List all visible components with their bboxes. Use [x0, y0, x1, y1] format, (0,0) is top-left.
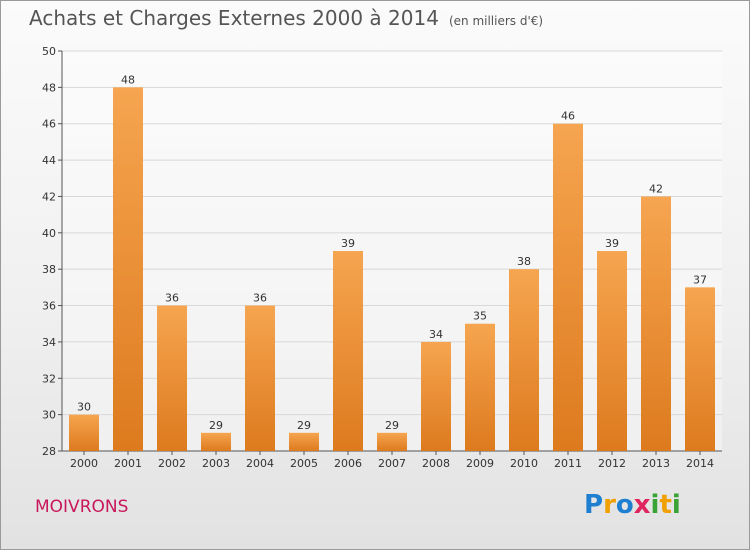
bar-value-label: 36: [253, 292, 267, 305]
x-tick-label: 2002: [158, 457, 186, 470]
bar: [377, 432, 407, 451]
bar: [113, 87, 143, 451]
title-block: Achats et Charges Externes 2000 à 2014 (e…: [29, 6, 543, 30]
x-tick-label: 2014: [686, 457, 714, 470]
bar: [157, 305, 187, 451]
y-tick-label: 28: [42, 445, 56, 458]
bar: [201, 432, 231, 451]
logo-letter: o: [615, 490, 634, 520]
x-tick-label: 2007: [378, 457, 406, 470]
x-tick-label: 2003: [202, 457, 230, 470]
y-tick-label: 46: [42, 118, 56, 131]
bar: [69, 414, 99, 451]
bar-value-label: 38: [517, 255, 531, 268]
y-tick-label: 36: [42, 300, 56, 313]
bar-value-label: 48: [121, 73, 135, 86]
bar: [685, 287, 715, 451]
bar: [333, 251, 363, 451]
bar-value-label: 46: [561, 110, 575, 123]
x-tick-label: 2008: [422, 457, 450, 470]
y-tick-label: 34: [42, 336, 56, 349]
proxiti-logo[interactable]: Proxiti: [584, 490, 681, 520]
y-tick-label: 50: [42, 45, 56, 58]
x-tick-label: 2012: [598, 457, 626, 470]
logo-letter: t: [659, 490, 672, 520]
bar: [289, 432, 319, 451]
logo-letter: r: [603, 490, 616, 520]
y-tick-label: 40: [42, 227, 56, 240]
bar-value-label: 30: [77, 401, 91, 414]
y-tick-label: 42: [42, 190, 56, 203]
commune-name: MOIVRONS: [35, 497, 129, 517]
x-tick-label: 2001: [114, 457, 142, 470]
bar: [421, 341, 451, 451]
y-tick-label: 48: [42, 81, 56, 94]
x-tick-label: 2004: [246, 457, 274, 470]
y-tick-label: 32: [42, 372, 56, 385]
bar: [553, 123, 583, 452]
bar-value-label: 36: [165, 292, 179, 305]
bar-value-label: 29: [209, 419, 223, 432]
x-tick-label: 2006: [334, 457, 362, 470]
x-tick-label: 2009: [466, 457, 494, 470]
bar-value-label: 39: [605, 237, 619, 250]
bar-value-label: 34: [429, 328, 443, 341]
x-tick-label: 2011: [554, 457, 582, 470]
logo-letter: i: [671, 490, 681, 520]
x-tick-label: 2010: [510, 457, 538, 470]
bar-value-label: 42: [649, 182, 663, 195]
x-tick-label: 2013: [642, 457, 670, 470]
bar: [245, 305, 275, 451]
bar-value-label: 37: [693, 273, 707, 286]
logo-letter: P: [584, 490, 604, 520]
chart-subtitle: (en milliers d'€): [448, 14, 544, 28]
x-tick-label: 2005: [290, 457, 318, 470]
y-tick-label: 38: [42, 263, 56, 276]
logo-letter: i: [650, 490, 660, 520]
bar-value-label: 29: [385, 419, 399, 432]
y-tick-label: 44: [42, 154, 56, 167]
logo-letter: x: [633, 490, 651, 520]
bar: [641, 196, 671, 451]
chart-title: Achats et Charges Externes 2000 à 2014: [29, 6, 439, 30]
x-tick-label: 2000: [70, 457, 98, 470]
y-tick-label: 30: [42, 409, 56, 422]
bar-value-label: 35: [473, 310, 487, 323]
bar-value-label: 39: [341, 237, 355, 250]
bar: [509, 269, 539, 451]
bar: [597, 251, 627, 451]
bar-value-label: 29: [297, 419, 311, 432]
bar: [465, 323, 495, 451]
